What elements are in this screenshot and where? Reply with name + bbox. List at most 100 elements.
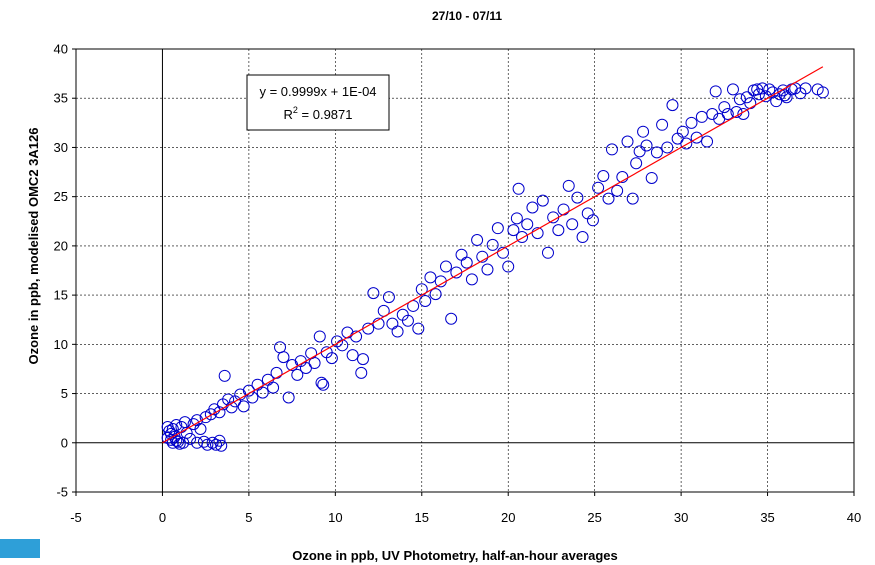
data-point xyxy=(626,192,639,205)
data-point xyxy=(355,366,368,379)
data-point xyxy=(291,368,304,381)
data-point xyxy=(213,406,226,419)
data-point xyxy=(645,171,658,184)
data-point xyxy=(206,436,219,449)
y-tick-label: 35 xyxy=(54,91,68,106)
data-point xyxy=(476,250,489,263)
chart-title: 27/10 - 07/11 xyxy=(432,9,502,23)
data-point xyxy=(215,439,228,452)
data-point xyxy=(512,182,525,195)
data-point xyxy=(201,438,214,451)
data-point xyxy=(180,426,193,439)
data-point xyxy=(277,351,290,364)
y-tick-labels: -5 0 5 10 15 20 25 30 35 40 xyxy=(54,42,68,500)
data-point xyxy=(424,271,437,284)
y-tick-label: 20 xyxy=(54,238,68,253)
equation-box-frame xyxy=(246,74,390,131)
data-point xyxy=(507,224,520,237)
data-point xyxy=(733,93,746,106)
data-point xyxy=(218,369,231,382)
data-point xyxy=(666,99,679,112)
data-point xyxy=(605,143,618,156)
data-point xyxy=(611,184,624,197)
axes xyxy=(72,48,855,496)
data-point xyxy=(184,432,197,445)
data-point xyxy=(799,82,812,95)
r-squared-label: R2 = 0.9871 xyxy=(284,105,353,122)
data-point xyxy=(709,85,722,98)
x-tick-label: -5 xyxy=(70,510,82,525)
data-point xyxy=(770,95,783,108)
data-point xyxy=(350,330,363,343)
data-point xyxy=(701,135,714,148)
data-point xyxy=(616,170,629,183)
data-point xyxy=(510,212,523,225)
y-tick-label: -5 xyxy=(56,485,68,500)
data-point xyxy=(429,288,442,301)
data-point xyxy=(346,349,359,362)
r2-superscript: 2 xyxy=(293,105,298,115)
data-point xyxy=(640,139,653,152)
data-point xyxy=(521,218,534,231)
gridlines xyxy=(76,49,854,492)
data-point xyxy=(491,222,504,235)
y-tick-label: 25 xyxy=(54,189,68,204)
data-point xyxy=(602,192,615,205)
data-point xyxy=(282,391,295,404)
data-point xyxy=(516,231,529,244)
data-point xyxy=(680,137,693,150)
data-point xyxy=(597,169,610,182)
data-point xyxy=(730,106,743,119)
data-point xyxy=(778,89,791,102)
data-point xyxy=(315,376,328,389)
trendline xyxy=(162,66,824,444)
data-point xyxy=(586,214,599,227)
data-point xyxy=(391,325,404,338)
data-point xyxy=(650,146,663,159)
data-point xyxy=(308,357,321,370)
data-point xyxy=(718,101,731,114)
x-tick-label: 35 xyxy=(760,510,774,525)
x-tick-label: 5 xyxy=(245,510,252,525)
y-tick-label: 30 xyxy=(54,140,68,155)
x-tick-labels: -5 0 5 10 15 20 25 30 35 40 xyxy=(70,510,861,525)
data-point xyxy=(325,352,338,365)
data-point xyxy=(439,260,452,273)
r2-value: = 0.9871 xyxy=(298,107,353,122)
y-tick-label: 10 xyxy=(54,337,68,352)
data-point xyxy=(571,191,584,204)
data-point xyxy=(621,135,634,148)
data-point xyxy=(170,419,183,432)
data-point xyxy=(502,260,515,273)
data-point xyxy=(756,82,769,95)
x-tick-label: 0 xyxy=(159,510,166,525)
data-point xyxy=(690,131,703,144)
data-point xyxy=(630,157,643,170)
data-point xyxy=(210,438,223,451)
data-point xyxy=(317,378,330,391)
data-point xyxy=(740,91,753,104)
data-point xyxy=(541,246,554,259)
y-tick-label: 0 xyxy=(61,435,68,450)
data-point xyxy=(526,201,539,214)
data-point xyxy=(460,256,473,269)
data-point xyxy=(552,224,565,237)
data-point xyxy=(656,118,669,131)
data-point xyxy=(497,246,510,259)
data-point xyxy=(367,287,380,300)
data-point xyxy=(816,86,829,99)
data-point xyxy=(536,194,549,207)
x-tick-label: 10 xyxy=(328,510,342,525)
data-point xyxy=(676,125,689,138)
data-point xyxy=(763,83,776,96)
data-point xyxy=(445,312,458,325)
data-point xyxy=(777,84,790,97)
data-point xyxy=(726,83,739,96)
equation-box: y = 0.9999x + 1E-04 R2 = 0.9871 xyxy=(246,74,390,131)
data-point xyxy=(401,314,414,327)
data-point xyxy=(256,386,269,399)
data-point xyxy=(172,435,185,448)
data-point xyxy=(197,435,210,448)
data-point xyxy=(637,125,650,138)
